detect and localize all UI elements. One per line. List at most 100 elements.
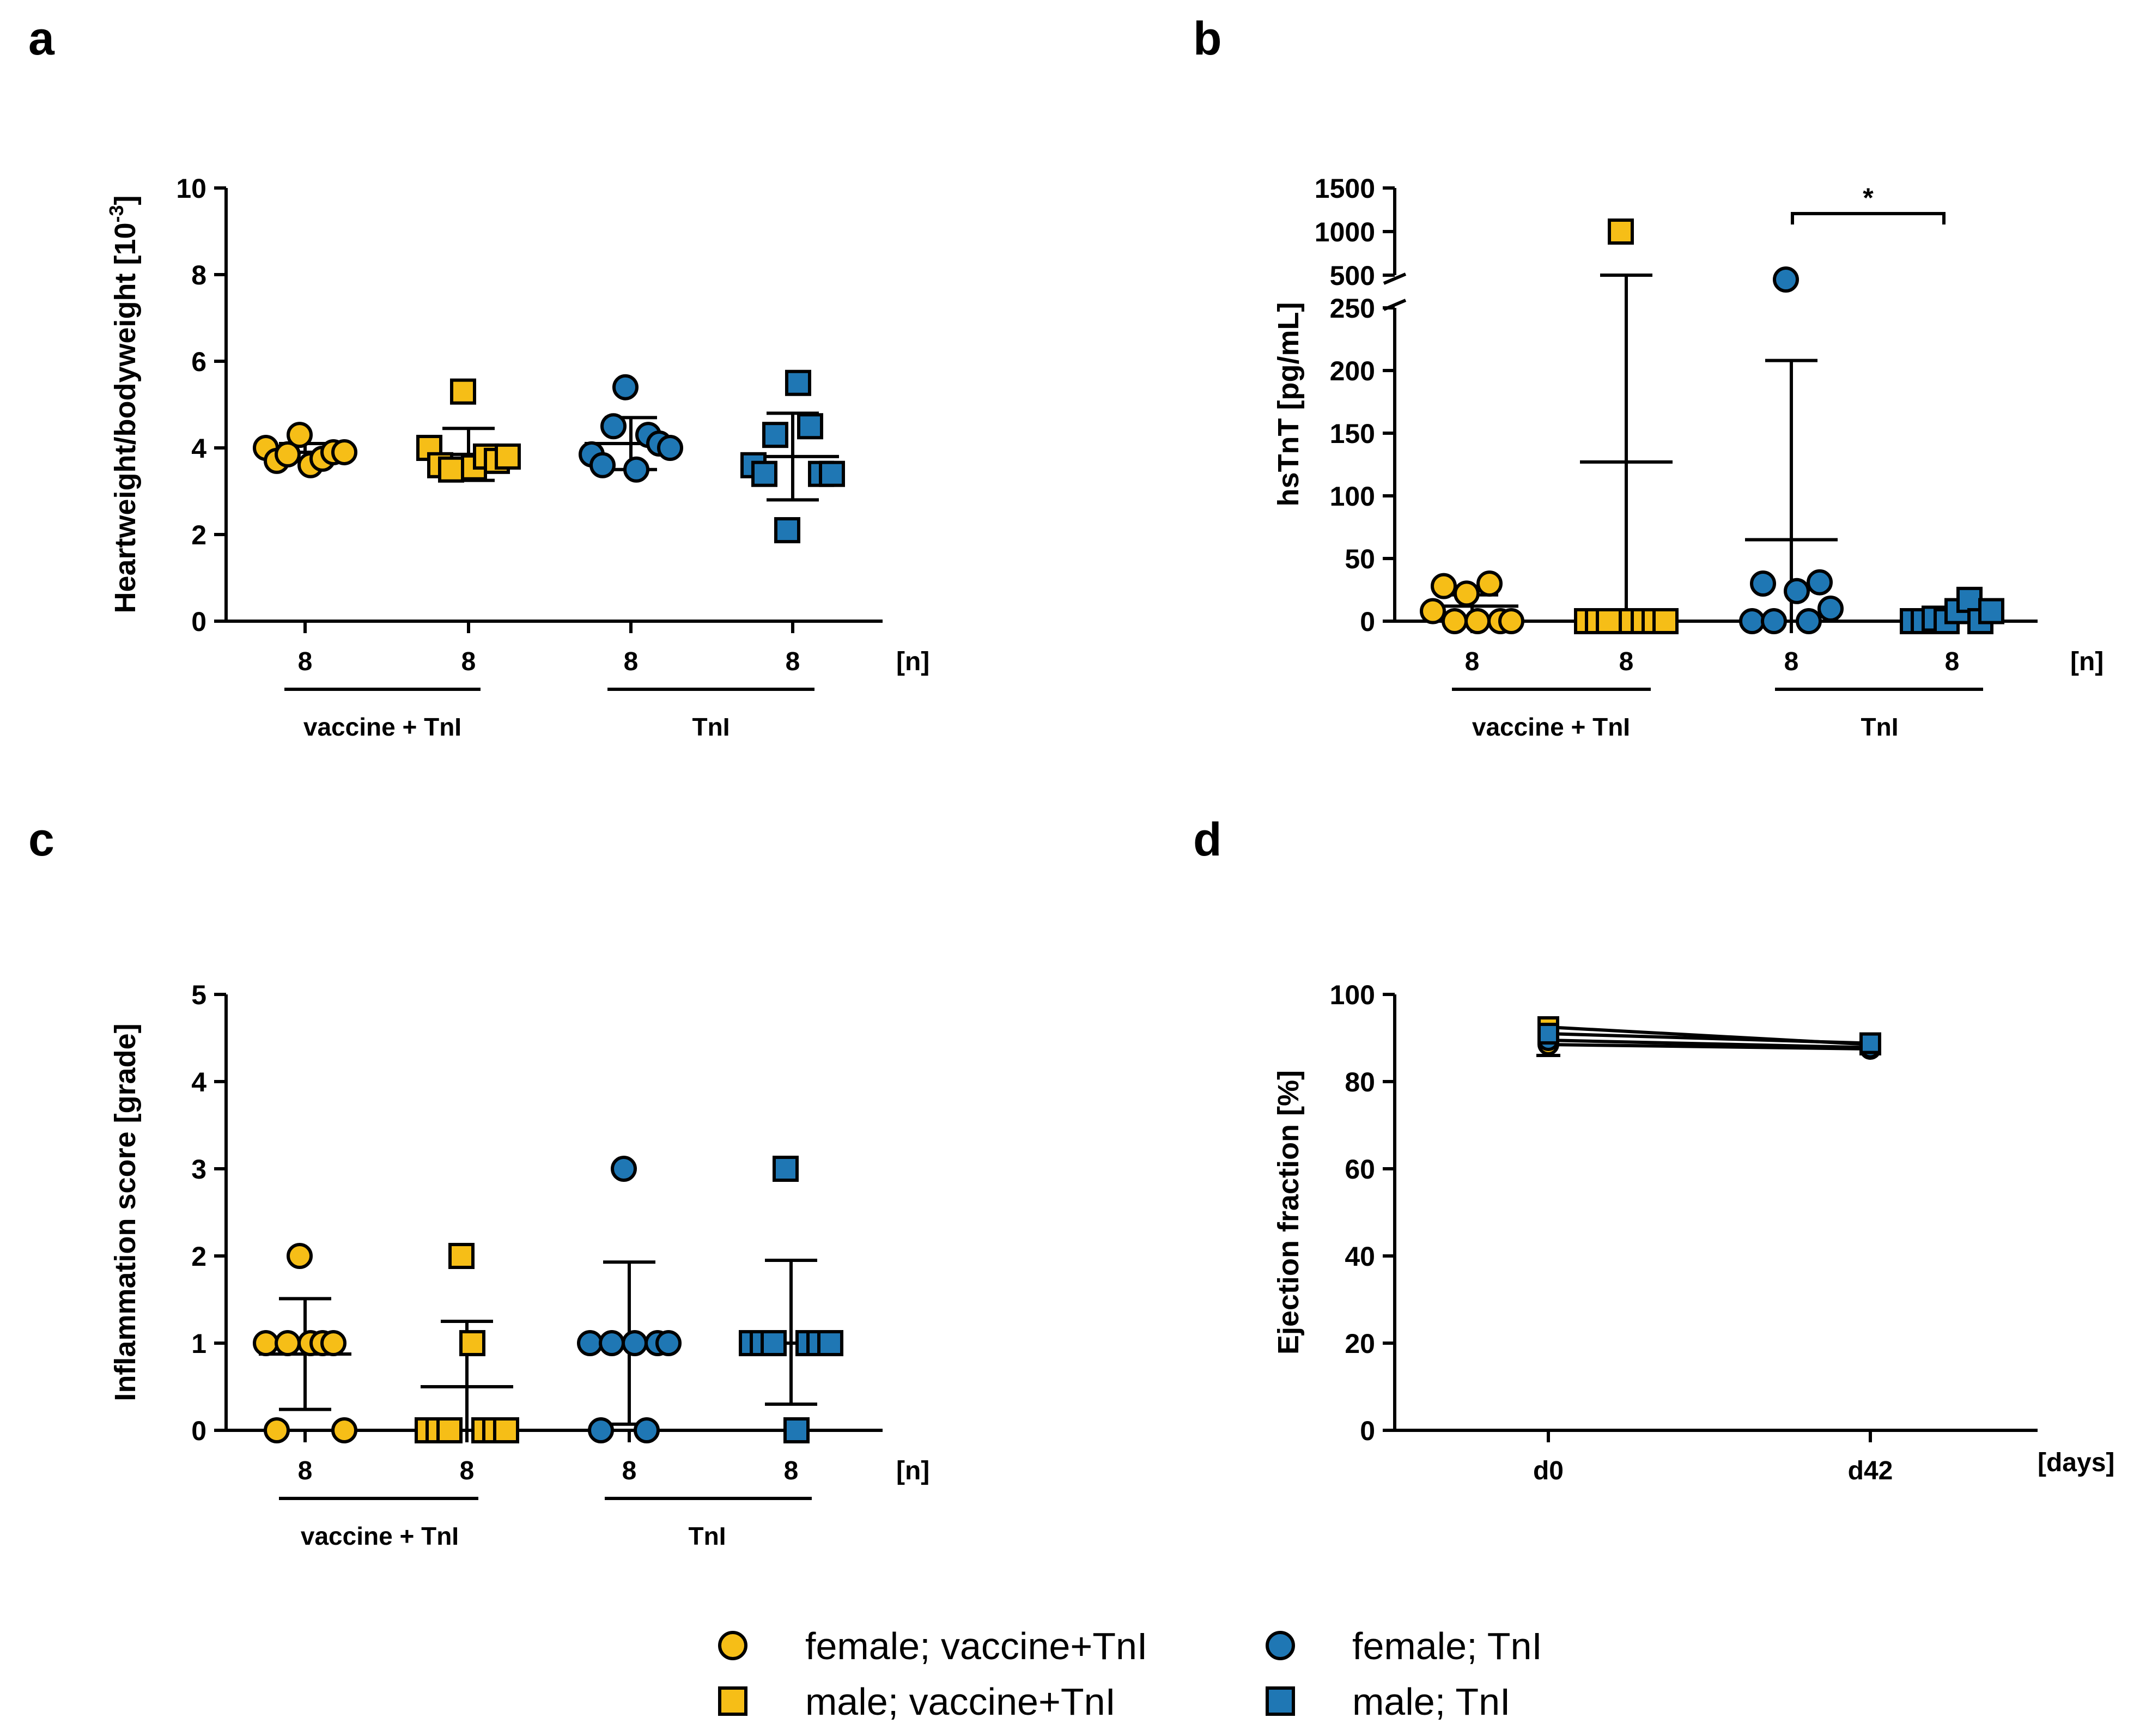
data-point <box>622 1330 648 1356</box>
x-tick-label: d0 <box>1533 1456 1564 1485</box>
n-unit-label: [n] <box>896 1456 929 1485</box>
data-point <box>1817 596 1844 622</box>
panel-letter-a: a <box>28 13 55 65</box>
data-point <box>287 422 313 448</box>
data-point <box>264 1417 290 1443</box>
legend-label: female; TnI <box>1352 1625 1542 1667</box>
legend-marker <box>1266 1686 1295 1716</box>
data-point <box>1739 608 1765 634</box>
data-point <box>623 456 649 483</box>
data-point <box>1796 608 1822 634</box>
data-point <box>1537 1023 1559 1045</box>
chart-panel-d: Ejection fraction [%] [days] 0 20 40 60 80 10… <box>1272 980 2114 1485</box>
y-upper-tick-label: 1000 <box>1315 217 1375 247</box>
significance-star: * <box>1863 183 1874 213</box>
data-point <box>589 452 616 478</box>
n-count-label: 8 <box>298 647 313 676</box>
panel-letter-d: d <box>1193 814 1222 866</box>
data-point <box>1859 1032 1881 1054</box>
y-lower-tick-label: 150 <box>1330 418 1375 449</box>
y-tick-label: 5 <box>191 980 206 1010</box>
data-point <box>577 1330 603 1356</box>
axis-break-mark <box>1383 272 1407 285</box>
y-tick-label: 3 <box>191 1154 206 1185</box>
legend-marker <box>718 1686 747 1716</box>
data-point <box>450 378 476 405</box>
data-point <box>320 1330 346 1356</box>
data-point <box>1476 570 1503 597</box>
data-point <box>1978 598 2004 624</box>
y-tick-label: 0 <box>191 606 206 637</box>
significance-bracket <box>1791 212 1946 224</box>
data-point <box>588 1417 614 1443</box>
group-label-vaccine: vaccine + TnI <box>1472 713 1630 741</box>
data-point <box>1807 569 1833 596</box>
data-point <box>599 1330 625 1356</box>
data-point <box>253 1330 279 1356</box>
y-axis-label: hsTnT [pg/mL] <box>1272 302 1305 507</box>
data-point <box>275 441 301 468</box>
legend-label: male; TnI <box>1352 1680 1511 1723</box>
y-tick-label: 1 <box>191 1328 206 1359</box>
data-point <box>1596 608 1622 634</box>
chart-panel-c: Inflammation score [grade] [n] vaccine +… <box>109 980 929 1550</box>
y-tick-label: 6 <box>191 347 206 377</box>
y-tick-label: 4 <box>191 433 206 464</box>
y-tick-label: 4 <box>191 1067 206 1097</box>
data-point <box>819 460 845 487</box>
y-tick-label: 0 <box>1360 1416 1375 1446</box>
data-point <box>1956 586 1983 613</box>
y-tick-label: 40 <box>1345 1241 1375 1272</box>
n-count-label: 8 <box>622 1456 637 1485</box>
y-tick-label: 80 <box>1345 1067 1375 1097</box>
group-label-vaccine: vaccine + TnI <box>303 713 461 741</box>
data-point <box>275 1330 301 1356</box>
n-count-label: 8 <box>298 1456 313 1485</box>
data-point <box>287 1243 313 1269</box>
n-unit-label: [n] <box>2070 647 2104 676</box>
y-tick-label: 20 <box>1345 1328 1375 1359</box>
panel-letter-b: b <box>1193 13 1222 65</box>
panel-letter-c: c <box>28 814 54 866</box>
data-point <box>1464 608 1491 634</box>
y-upper-tick-label: 500 <box>1330 260 1375 291</box>
n-count-label: 8 <box>461 647 476 676</box>
y-tick-label: 2 <box>191 520 206 550</box>
data-point <box>634 1417 660 1443</box>
data-point <box>436 1417 463 1443</box>
data-point <box>657 435 683 461</box>
data-point <box>1761 608 1787 634</box>
data-point <box>1784 578 1810 604</box>
y-tick-label: 10 <box>176 173 206 204</box>
x-tick-label: d42 <box>1848 1456 1893 1485</box>
n-count-label: 8 <box>460 1456 475 1485</box>
y-lower-tick-label: 250 <box>1330 293 1375 324</box>
y-tick-label: 0 <box>191 1416 206 1446</box>
data-point <box>797 413 823 440</box>
n-count-label: 8 <box>624 647 639 676</box>
data-point <box>495 443 521 470</box>
legend-label: female; vaccine+TnI <box>805 1625 1147 1667</box>
legend-marker <box>1266 1631 1295 1660</box>
data-point <box>1420 598 1446 624</box>
data-point <box>438 456 464 483</box>
data-point <box>493 1417 519 1443</box>
data-point <box>774 517 800 544</box>
n-count-label: 8 <box>1784 647 1799 676</box>
data-point <box>612 374 639 400</box>
y-axis-label: Heartweight/bodyweight [10-3] <box>105 195 142 613</box>
data-point <box>1442 608 1468 634</box>
chart-panel-b: hsTnT [pg/mL] [n] vaccine + TnI TnI * 0 5… <box>1272 173 2104 741</box>
y-upper-tick-label: 1500 <box>1315 173 1375 204</box>
data-point <box>1431 573 1457 599</box>
group-label-tni: TnI <box>1861 713 1899 741</box>
data-point <box>1498 608 1524 634</box>
n-count-label: 8 <box>786 647 800 676</box>
y-lower-tick-label: 200 <box>1330 356 1375 386</box>
y-lower-tick-label: 0 <box>1360 606 1375 637</box>
chart-panel-a: Heartweight/bodyweight [10-3] [n] vaccin… <box>105 173 929 741</box>
legend: female; vaccine+TnI male; vaccine+TnI fema… <box>718 1625 1542 1723</box>
x-unit-label: [days] <box>2038 1448 2114 1477</box>
group-label-vaccine: vaccine + TnI <box>301 1522 459 1550</box>
